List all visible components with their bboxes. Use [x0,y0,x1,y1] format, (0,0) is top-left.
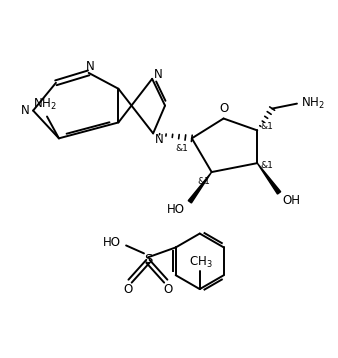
Text: HO: HO [167,203,185,216]
Text: O: O [123,282,133,296]
Text: &1: &1 [197,178,210,187]
Text: HO: HO [103,236,121,249]
Text: N: N [21,104,29,117]
Text: O: O [163,282,172,296]
Text: NH$_2$: NH$_2$ [33,97,57,112]
Polygon shape [257,163,281,194]
Text: &1: &1 [175,144,188,153]
Text: &1: &1 [261,122,274,131]
Text: O: O [219,102,228,115]
Polygon shape [188,172,212,203]
Text: N: N [154,68,163,81]
Text: NH$_2$: NH$_2$ [301,96,325,111]
Text: S: S [144,253,152,266]
Text: &1: &1 [261,161,274,170]
Text: CH$_3$: CH$_3$ [189,255,213,270]
Text: N: N [86,61,95,73]
Text: N: N [155,133,164,146]
Text: OH: OH [282,194,300,207]
